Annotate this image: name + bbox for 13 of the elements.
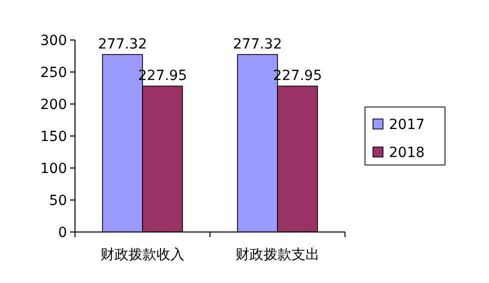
y-tick-label: 50	[49, 193, 67, 209]
y-tick-label: 100	[40, 161, 67, 177]
x-tick-label: 财政拨款支出	[236, 247, 320, 263]
data-label: 277.32	[98, 36, 147, 53]
y-tick-label: 300	[40, 33, 67, 49]
legend-label: 2018	[389, 145, 425, 161]
data-label: 277.32	[233, 36, 282, 53]
y-tick-label: 250	[40, 65, 67, 81]
y-tick-label: 0	[58, 225, 67, 241]
y-tick-label: 150	[40, 129, 67, 145]
y-tick-label: 200	[40, 97, 67, 113]
legend-label: 2017	[389, 117, 425, 133]
x-tick-label: 财政拨款收入	[100, 247, 184, 263]
